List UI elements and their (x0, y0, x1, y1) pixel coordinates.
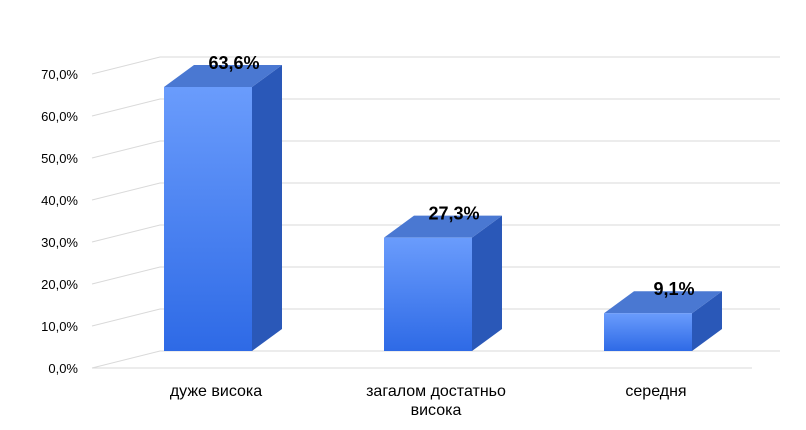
data-label: 9,1% (653, 279, 694, 299)
y-tick-label: 70,0% (41, 67, 78, 82)
bar-side-face (692, 291, 722, 351)
gridline (91, 308, 780, 327)
data-labels: 63,6% 27,3% 9,1% (208, 53, 694, 299)
category-label: середня (625, 383, 686, 400)
bar (384, 215, 502, 351)
data-label: 63,6% (208, 53, 259, 73)
gridline (91, 350, 780, 369)
bar (164, 65, 282, 351)
gridline (91, 56, 780, 75)
bar-side-face (472, 215, 502, 351)
bar-side-face (252, 65, 282, 351)
gridline (91, 266, 780, 285)
y-tick-label: 30,0% (41, 235, 78, 250)
bar (604, 291, 722, 351)
y-tick-label: 20,0% (41, 277, 78, 292)
gridlines (91, 56, 780, 369)
bars (164, 65, 722, 351)
gridline (91, 182, 780, 201)
bar-top-face (384, 215, 502, 238)
category-label-line: загалом достатньо (366, 383, 506, 400)
gridline (91, 140, 780, 159)
gridline (91, 98, 780, 117)
category-label: загалом достатньо висока (366, 383, 506, 419)
bar-top-face (164, 65, 282, 87)
y-tick-label: 10,0% (41, 319, 78, 334)
gridline (91, 224, 780, 243)
y-axis-tick-labels: 0,0% 10,0% 20,0% 30,0% 40,0% 50,0% 60,0% 70,0% (41, 67, 78, 376)
bar-front-face (604, 313, 692, 351)
y-tick-label: 0,0% (48, 361, 78, 376)
bar-top-face (604, 291, 722, 314)
y-tick-label: 40,0% (41, 193, 78, 208)
category-label: дуже висока (170, 383, 262, 400)
data-label: 27,3% (428, 204, 479, 224)
x-axis-category-labels: дуже висока загалом достатньо висока середн… (170, 383, 687, 419)
bar-front-face (164, 87, 252, 351)
y-tick-label: 50,0% (41, 151, 78, 166)
category-label-line: дуже висока (170, 383, 262, 400)
y-tick-label: 60,0% (41, 109, 78, 124)
category-label-line: висока (411, 402, 462, 419)
bar-front-face (384, 237, 472, 351)
category-label-line: середня (625, 383, 686, 400)
